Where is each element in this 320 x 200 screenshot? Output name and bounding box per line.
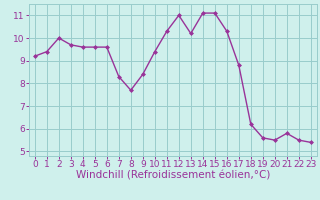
X-axis label: Windchill (Refroidissement éolien,°C): Windchill (Refroidissement éolien,°C) xyxy=(76,171,270,181)
